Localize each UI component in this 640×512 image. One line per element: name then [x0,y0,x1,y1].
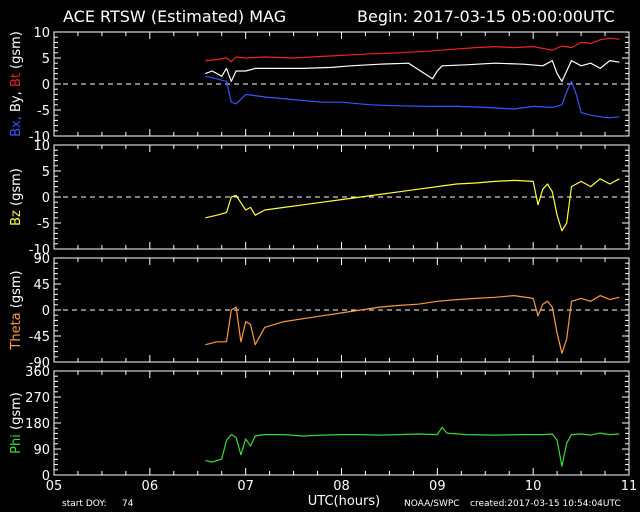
y-tick-label: 270 [25,391,50,406]
series-line-by [205,59,620,83]
x-tick-label: 06 [142,479,159,494]
y-tick-label: 0 [42,78,50,93]
series-line-bt [205,37,620,63]
series-line-theta [205,295,620,354]
y-axis-label: Bx, By, Bt (gsm) [9,31,24,137]
x-tick-label: 05 [46,479,63,494]
y-axis-label-part: (gsm) [9,31,24,73]
y-axis-label-part: (gsm) [9,270,24,312]
y-tick-label: -10 [29,243,50,258]
y-axis-label-part: Phi [9,434,24,454]
begin-time: Begin: 2017-03-15 05:00:00UTC [357,7,615,26]
y-axis-label: Bz (gsm) [9,168,24,226]
y-axis-label-part: Bx, [9,116,24,137]
panel-frame [53,370,630,476]
y-tick-label: -45 [29,330,50,345]
y-axis-label-part: (gsm) [9,392,24,434]
y-tick-label: 5 [42,165,50,180]
y-tick-label: 5 [42,52,50,67]
y-tick-label: 10 [33,139,50,154]
y-axis-label-part: Bt [9,73,24,91]
y-axis-label-part: (gsm) [9,168,24,210]
x-axis: 05 06 07 08 09 10 11 [46,479,638,494]
panel-2: 10 5 0 -5 -10 Bz (gsm) [9,139,630,258]
y-tick-label: 180 [25,417,50,432]
y-axis-label-part: By, [9,91,24,116]
y-axis-label: Phi (gsm) [9,392,24,454]
y-tick-label: -5 [37,217,50,232]
y-tick-label: 10 [33,26,50,41]
x-tick-label: 10 [525,479,542,494]
x-tick-label: 11 [621,479,638,494]
y-tick-label: 45 [33,278,50,293]
y-tick-label: 90 [33,252,50,267]
y-tick-label: 0 [42,469,50,484]
series-line-bz [205,178,620,232]
panel-4: 360 270 180 90 0 Phi (gsm) [9,365,630,484]
y-tick-label: -10 [29,130,50,145]
panel-3: 90 45 0 -45 -90 Theta (gsm) [9,252,630,371]
series-line-phi [205,426,620,467]
y-tick-label: 360 [25,365,50,380]
x-tick-label: 09 [429,479,446,494]
x-axis-label: UTC(hours) [308,494,380,509]
x-tick-label: 08 [333,479,350,494]
y-axis-label-part: Theta [9,312,24,350]
y-tick-label: -90 [29,356,50,371]
panel-1: 10 5 0 -5 -10 Bx, By, Bt (gsm) [9,26,630,145]
y-axis-label: Theta (gsm) [9,270,24,350]
chart-title: ACE RTSW (Estimated) MAG [63,7,286,26]
y-tick-label: 0 [42,191,50,206]
source-label: NOAA/SWPC [404,499,460,509]
y-tick-label: 90 [33,443,50,458]
series-line-bx [205,75,620,119]
panels: 10 5 0 -5 -10 Bx, By, Bt (gsm) 10 5 0 -5 -10 Bz (gs… [9,26,630,484]
y-axis-label-part: Bz [9,210,24,226]
y-tick-label: 0 [42,304,50,319]
start-doy-label: start DOY: [62,499,107,509]
y-tick-label: -5 [37,104,50,119]
created-timestamp: created:2017-03-15 10:54:04UTC [470,499,621,509]
x-tick-label: 07 [237,479,254,494]
start-doy-value: 74 [122,499,134,509]
